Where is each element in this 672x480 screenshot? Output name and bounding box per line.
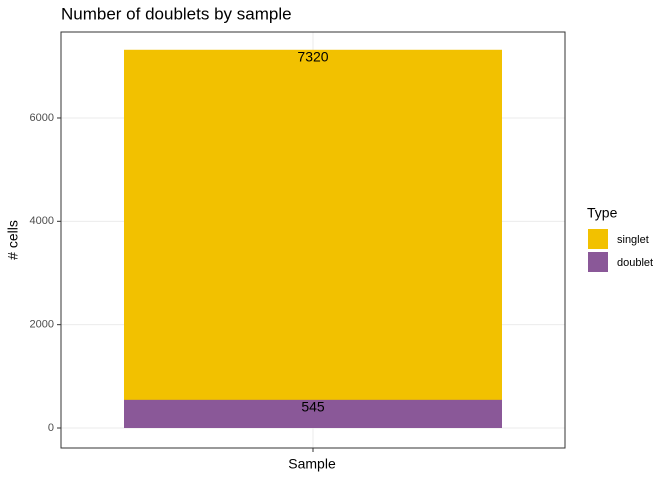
legend-key bbox=[588, 229, 608, 249]
y-tick-label: 6000 bbox=[30, 112, 54, 124]
legend-label: doublet bbox=[617, 257, 653, 269]
bar bbox=[124, 49, 502, 429]
y-tick-label: 0 bbox=[48, 422, 54, 434]
x-axis-title: Sample bbox=[288, 456, 336, 472]
y-tick-label: 2000 bbox=[30, 319, 54, 331]
legend-key bbox=[588, 252, 608, 272]
legend-label: singlet bbox=[617, 234, 649, 246]
bar bbox=[124, 399, 502, 429]
y-tick-label: 4000 bbox=[30, 215, 54, 227]
value-label: 7320 bbox=[297, 48, 328, 64]
value-label: 545 bbox=[301, 399, 325, 415]
panel-border bbox=[60, 31, 566, 449]
y-axis-title: # cells bbox=[5, 220, 21, 260]
legend-title: Type bbox=[587, 205, 618, 221]
chart-title: Number of doublets by sample bbox=[61, 4, 292, 23]
